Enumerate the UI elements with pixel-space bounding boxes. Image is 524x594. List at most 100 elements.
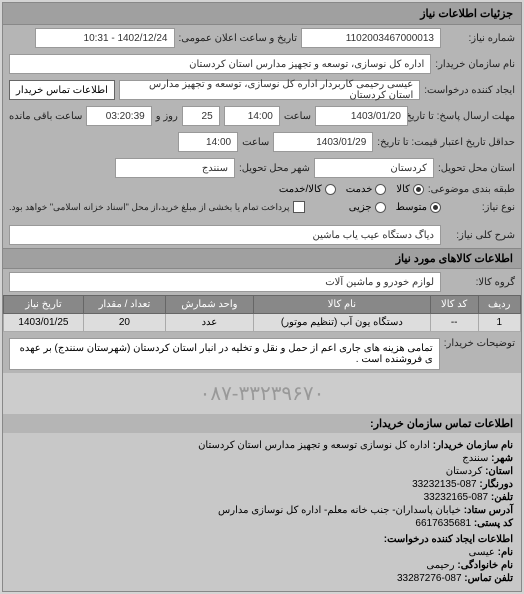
province-label: استان محل تحویل: bbox=[438, 163, 515, 174]
radio-goods-service-label: کالا/خدمت bbox=[279, 184, 322, 195]
row-validity: حداقل تاریخ اعتبار قیمت: تا تاریخ: 1403/… bbox=[3, 129, 521, 155]
radio-service[interactable]: خدمت bbox=[346, 184, 387, 195]
items-table: ردیف کد کالا نام کالا واحد شمارش تعداد /… bbox=[3, 295, 521, 332]
row-volume: نوع نیاز: متوسط جزیی پرداخت تمام یا بخشی… bbox=[3, 198, 521, 216]
deadline-time-label: ساعت bbox=[284, 111, 311, 122]
need-number-value: 1102003467000013 bbox=[301, 28, 441, 48]
th-name: نام کالا bbox=[253, 296, 430, 314]
contact-name-label: نام: bbox=[498, 547, 513, 558]
contact-province-label: استان: bbox=[485, 466, 513, 477]
requester-label: ایجاد کننده درخواست: bbox=[424, 85, 515, 96]
public-date-value: 1402/12/24 - 10:31 bbox=[35, 28, 175, 48]
cell-code: -- bbox=[430, 314, 478, 332]
deadline-date: 1403/01/20 bbox=[315, 106, 408, 126]
contact-province: کردستان bbox=[446, 466, 483, 477]
contact-fax-line: دورنگار: 087-33232135 bbox=[11, 478, 513, 491]
validity-time-label: ساعت bbox=[242, 137, 269, 148]
days-label: روز و bbox=[156, 111, 178, 122]
contact-city: سنندج bbox=[462, 453, 488, 464]
radio-service-label: خدمت bbox=[346, 184, 373, 195]
contact-postal: 6617635681 bbox=[415, 518, 471, 529]
cell-date: 1403/01/25 bbox=[4, 314, 84, 332]
time-remain: 03:20:39 bbox=[86, 106, 151, 126]
contact-phone: 087-33232165 bbox=[424, 492, 489, 503]
radio-vol-small[interactable]: جزیی bbox=[349, 202, 386, 213]
need-details-panel: جزئیات اطلاعات نیاز شماره نیاز: 11020034… bbox=[2, 2, 522, 592]
desc-label: شرح کلی نیاز: bbox=[445, 230, 515, 241]
req-creator-title: اطلاعات ایجاد کننده درخواست: bbox=[11, 533, 513, 546]
contact-org-line: نام سازمان خریدار: اداره کل نوسازی توسعه… bbox=[11, 439, 513, 452]
contact-address-label: آدرس ستاد: bbox=[464, 505, 513, 516]
row-desc: شرح کلی نیاز: دیاگ دستگاه عیب یاب ماشین bbox=[3, 222, 521, 248]
radio-goods-circle bbox=[413, 184, 424, 195]
table-row: 1 -- دستگاه یون آب (تنظیم موتور) عدد 20 … bbox=[4, 314, 521, 332]
group-label: طبقه بندی موضوعی: bbox=[428, 184, 515, 195]
payment-note-label: پرداخت تمام یا بخشی از مبلغ خرید،از محل … bbox=[9, 202, 289, 213]
buyer-contact-button[interactable]: اطلاعات تماس خریدار bbox=[9, 80, 115, 100]
row-item-group: گروه کالا: لوازم خودرو و ماشین آلات bbox=[3, 269, 521, 295]
buyer-notes-value: تمامی هزینه های جاری اعم از حمل و نقل و … bbox=[9, 338, 440, 370]
buyer-name-label: نام سازمان خریدار: bbox=[435, 59, 515, 70]
row-deadline: مهلت ارسال پاسخ: تا تاریخ: 1403/01/20 سا… bbox=[3, 103, 521, 129]
cell-qty: 20 bbox=[83, 314, 165, 332]
buyer-name-value: اداره کل نوسازی، توسعه و تجهیز مدارس است… bbox=[9, 54, 431, 74]
radio-vol-small-circle bbox=[375, 202, 386, 213]
validity-time: 14:00 bbox=[178, 132, 238, 152]
validity-date: 1403/01/29 bbox=[273, 132, 373, 152]
radio-vol-medium[interactable]: متوسط bbox=[396, 202, 441, 213]
radio-goods-service-circle bbox=[325, 184, 336, 195]
contact-postal-label: کد پستی: bbox=[474, 518, 513, 529]
buyer-notes-label: توضیحات خریدار: bbox=[444, 338, 515, 349]
city-value: سنندج bbox=[115, 158, 235, 178]
row-requester: ایجاد کننده درخواست: عیسی رحیمی کاربردار… bbox=[3, 77, 521, 103]
volume-radio-group: متوسط جزیی bbox=[349, 202, 441, 213]
contact-address: خیابان پاسداران- جنب خانه معلم- اداره کل… bbox=[218, 505, 461, 516]
th-index: ردیف bbox=[478, 296, 520, 314]
radio-vol-medium-label: متوسط bbox=[396, 202, 427, 213]
contact-req-phone: 087-33287276 bbox=[397, 573, 462, 584]
time-remain-label: ساعت باقی مانده bbox=[9, 111, 82, 122]
th-date: تاریخ نیاز bbox=[4, 296, 84, 314]
contact-phone-line: تلفن: 087-33232165 bbox=[11, 491, 513, 504]
contact-fax: 087-33232135 bbox=[412, 479, 477, 490]
days-remain: 25 bbox=[182, 106, 220, 126]
deadline-label: مهلت ارسال پاسخ: تا تاریخ: bbox=[412, 111, 515, 122]
radio-goods[interactable]: کالا bbox=[396, 184, 424, 195]
validity-label: حداقل تاریخ اعتبار قیمت: تا تاریخ: bbox=[377, 137, 515, 148]
contact-family-label: نام خانوادگی: bbox=[457, 560, 513, 571]
row-buyer-notes: توضیحات خریدار: تمامی هزینه های جاری اعم… bbox=[3, 332, 521, 373]
th-unit: واحد شمارش bbox=[165, 296, 253, 314]
contact-address-line: آدرس ستاد: خیابان پاسداران- جنب خانه معل… bbox=[11, 504, 513, 517]
item-group-label: گروه کالا: bbox=[445, 277, 515, 288]
contact-name: عیسی bbox=[469, 547, 495, 558]
table-header-row: ردیف کد کالا نام کالا واحد شمارش تعداد /… bbox=[4, 296, 521, 314]
requester-value: عیسی رحیمی کاربردار اداره کل نوسازی، توس… bbox=[119, 80, 420, 100]
contact-req-phone-label: تلفن تماس: bbox=[464, 573, 513, 584]
watermark-text: ۰۸۷-۳۳۲۳۹۶۷۰ bbox=[200, 383, 325, 405]
contact-family-line: نام خانوادگی: رحیمی bbox=[11, 559, 513, 572]
item-group-value: لوازم خودرو و ماشین آلات bbox=[9, 272, 441, 292]
contact-phone-label: تلفن: bbox=[491, 492, 513, 503]
contact-org-label: نام سازمان خریدار: bbox=[433, 440, 513, 451]
public-date-label: تاریخ و ساعت اعلان عمومی: bbox=[179, 33, 298, 44]
contact-city-label: شهر: bbox=[491, 453, 513, 464]
city-label: شهر محل تحویل: bbox=[239, 163, 310, 174]
row-buyer-name: نام سازمان خریدار: اداره کل نوسازی، توسع… bbox=[3, 51, 521, 77]
row-group: طبقه بندی موضوعی: کالا خدمت کالا/خدمت bbox=[3, 181, 521, 198]
contact-name-line: نام: عیسی bbox=[11, 546, 513, 559]
need-number-label: شماره نیاز: bbox=[445, 33, 515, 44]
volume-label: نوع نیاز: bbox=[445, 202, 515, 213]
items-section-title: اطلاعات کالاهای مورد نیاز bbox=[3, 248, 521, 269]
payment-note-checkbox[interactable] bbox=[293, 201, 305, 213]
contact-block: نام سازمان خریدار: اداره کل نوسازی توسعه… bbox=[3, 433, 521, 591]
contact-city-line: شهر: سنندج bbox=[11, 452, 513, 465]
th-code: کد کالا bbox=[430, 296, 478, 314]
radio-service-circle bbox=[375, 184, 386, 195]
contact-fax-label: دورنگار: bbox=[479, 479, 513, 490]
contact-org: اداره کل نوسازی توسعه و تجهیز مدارس استا… bbox=[198, 440, 430, 451]
radio-goods-service[interactable]: کالا/خدمت bbox=[279, 184, 336, 195]
contact-req-phone-line: تلفن تماس: 087-33287276 bbox=[11, 572, 513, 585]
row-need-number: شماره نیاز: 1102003467000013 تاریخ و ساع… bbox=[3, 25, 521, 51]
group-radio-group: کالا خدمت کالا/خدمت bbox=[279, 184, 424, 195]
cell-name: دستگاه یون آب (تنظیم موتور) bbox=[253, 314, 430, 332]
